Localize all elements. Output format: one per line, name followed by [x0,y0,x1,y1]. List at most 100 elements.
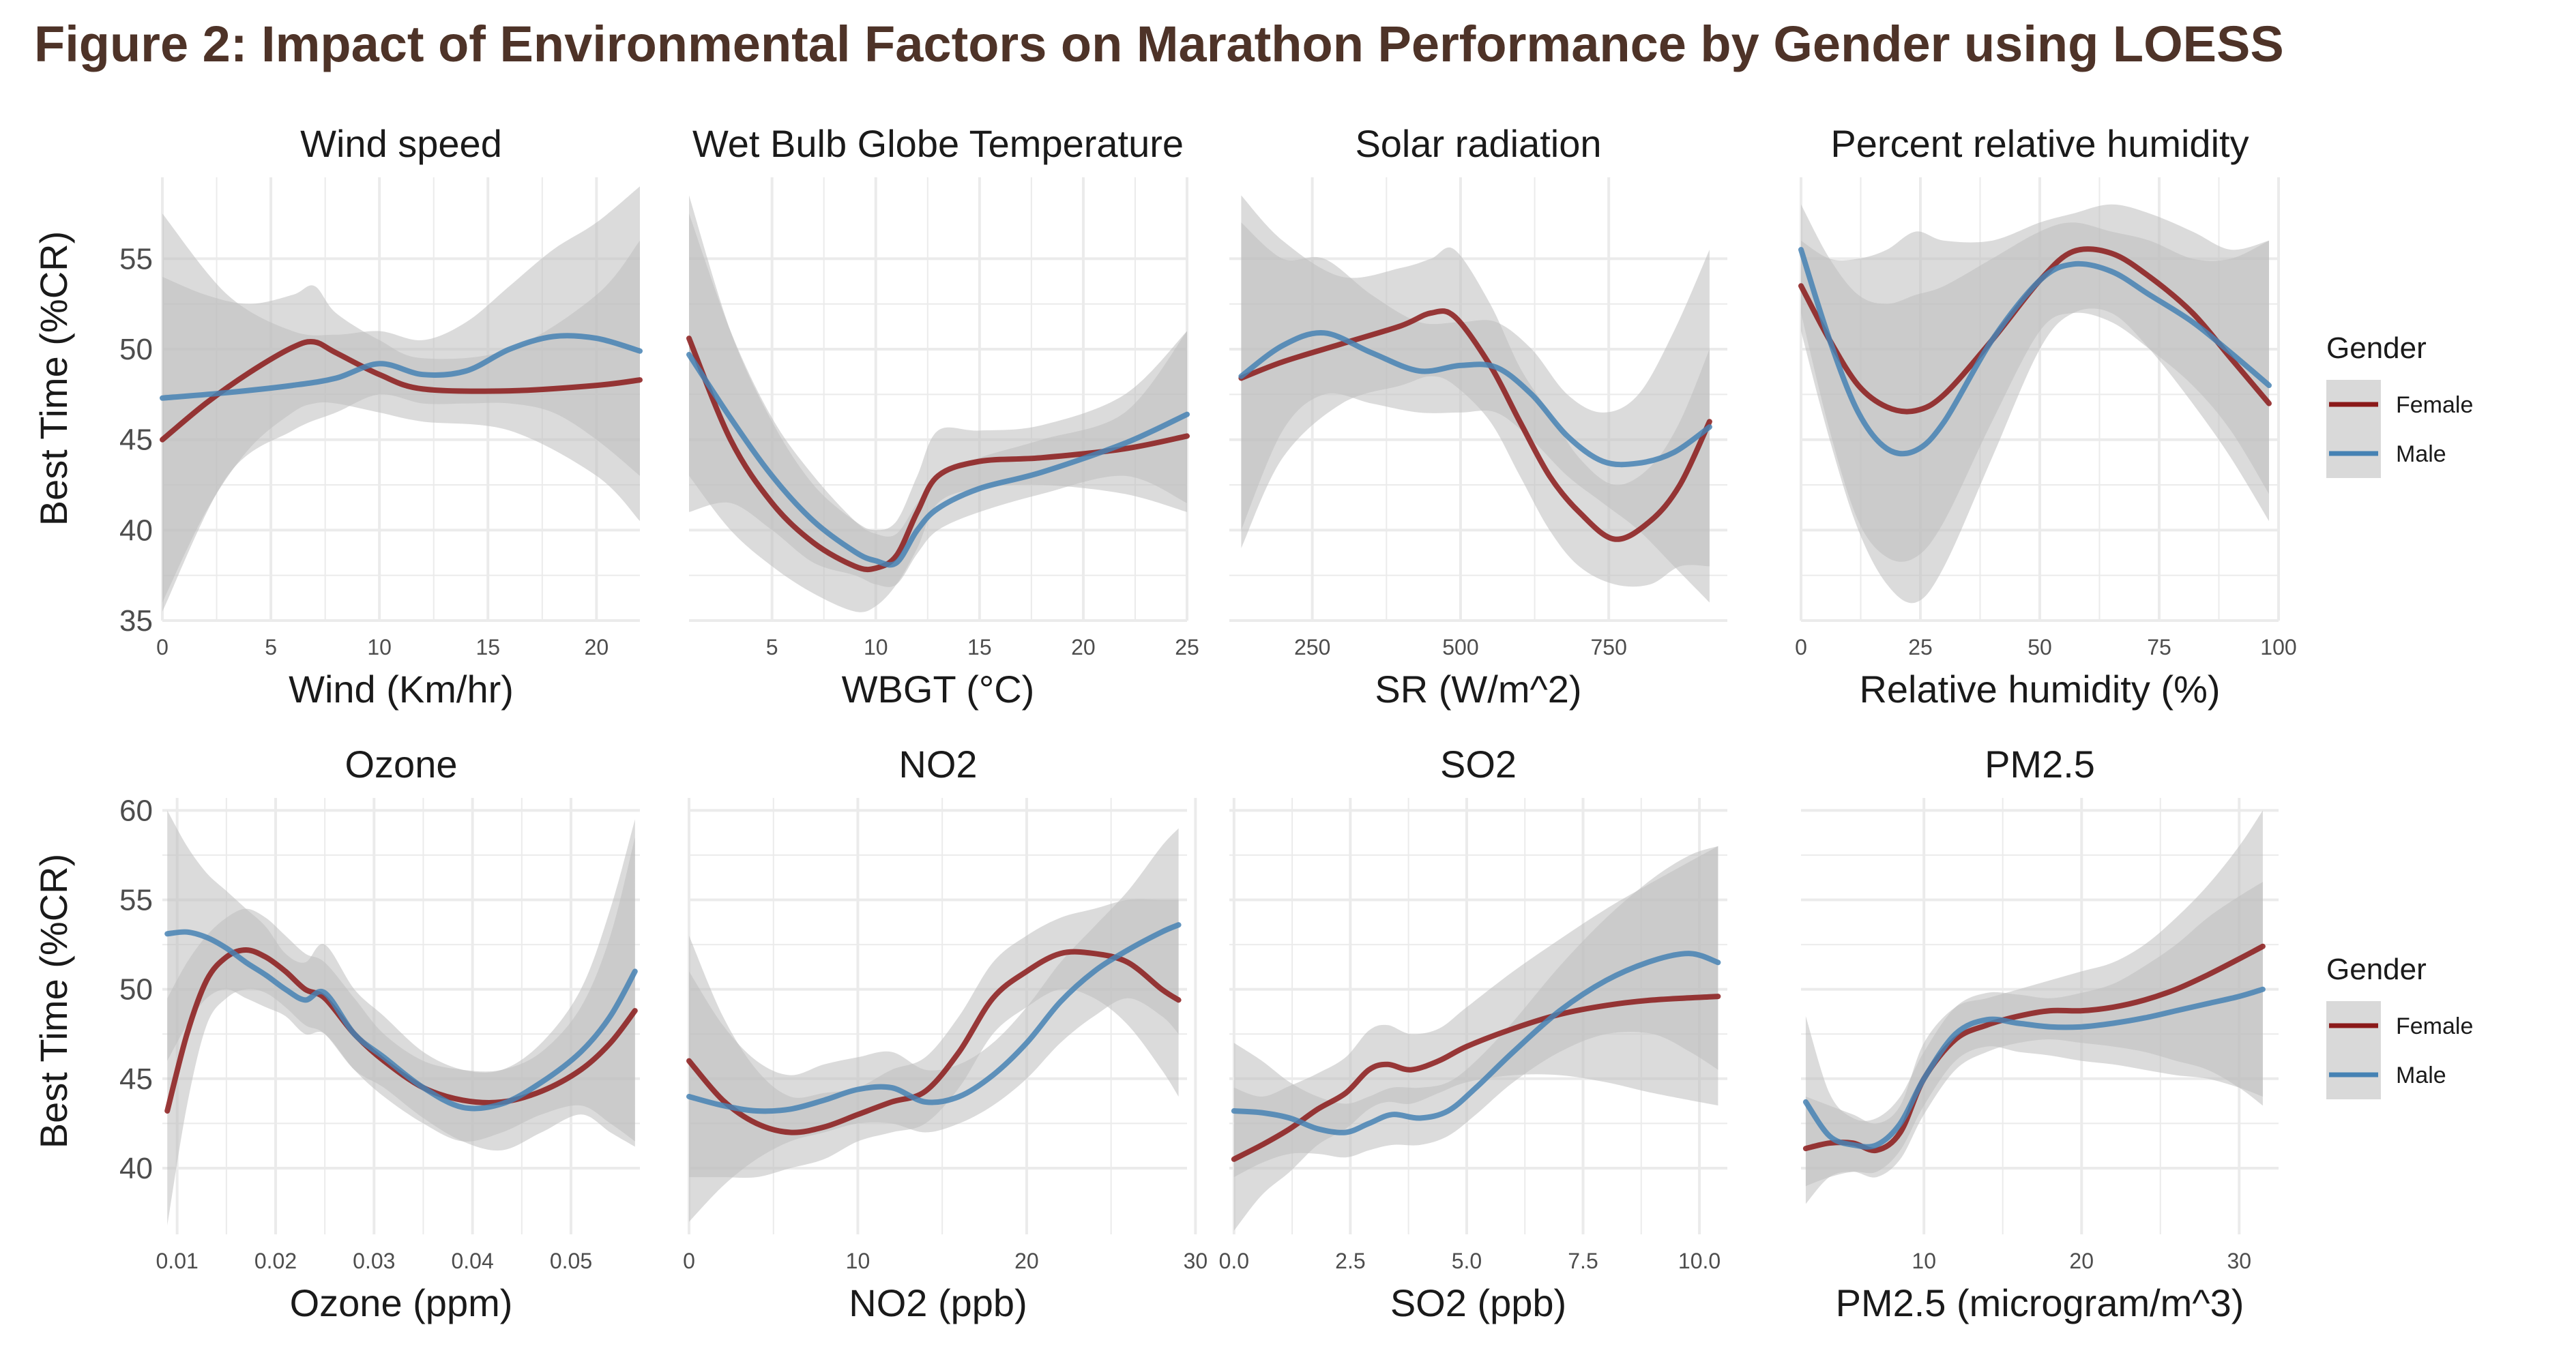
x-tick-label: 0.04 [451,1249,493,1273]
y-tick-label: 60 [119,794,153,827]
loess-line-male [686,922,1182,1114]
x-tick-label: 25 [1175,635,1199,659]
loess-line-female [160,339,643,443]
panel-title: Percent relative humidity [1830,122,2249,165]
y-tick-label: 50 [119,973,153,1007]
y-axis-label-top: Best Time (%CR) [32,231,75,526]
loess-line-male [1798,247,2272,457]
legend-top: Gender Female Male [2326,331,2473,478]
confidence-band-female [167,837,635,1225]
panel-ozone: Ozone 0.01 0.02 0.03 0.04 0.05 Ozone (ppm) 40 45… [119,743,640,1324]
y-tick-label: 55 [119,242,153,276]
legend-label-male: Male [2396,441,2446,467]
x-tick-label: 30 [1184,1249,1208,1273]
x-tick-label: 20 [1071,635,1096,659]
x-tick-label: 20 [585,635,609,659]
x-tick-label: 100 [2260,635,2296,659]
x-axis-label: SR (W/m^2) [1375,668,1581,711]
loess-line-female [1802,943,2266,1154]
x-tick-label: 0.03 [353,1249,395,1273]
panel-title: Wet Bulb Globe Temperature [692,122,1184,165]
loess-line-male [1238,330,1712,468]
x-tick-label: 0 [156,635,169,659]
x-tick-label: 0.02 [254,1249,297,1273]
loess-line-female [686,336,1190,573]
x-tick-label: 5 [766,635,778,659]
panel-wind-speed: Wind speed 0 5 10 15 20 Wind (Km/hr) 35 40 45 50 55 [119,122,643,711]
x-tick-label: 5 [265,635,277,659]
x-tick-label: 0.05 [550,1249,592,1273]
panel-title: Wind speed [300,122,502,165]
legend-label-female: Female [2396,392,2473,418]
x-tick-label: 20 [2069,1249,2094,1273]
panel-title: PM2.5 [1985,743,2095,786]
x-tick-label: 250 [1294,635,1330,659]
x-axis-label: NO2 (ppb) [849,1281,1027,1324]
x-tick-label: 30 [2227,1249,2251,1273]
confidence-band-male [162,186,640,612]
confidence-band-male [167,810,635,1142]
x-tick-label: 20 [1014,1249,1039,1273]
legend-label-male: Male [2396,1062,2446,1088]
x-tick-label: 0 [1795,635,1807,659]
x-tick-label: 500 [1442,635,1478,659]
x-tick-label: 0.01 [156,1249,199,1273]
loess-line-female [686,949,1182,1135]
loess-line-male [1231,951,1721,1135]
loess-line-female [1238,308,1712,542]
loess-line-male [164,929,638,1112]
confidence-band-male [1241,222,1710,603]
x-axis-label: Wind (Km/hr) [289,668,514,711]
x-tick-label: 2.5 [1335,1249,1365,1273]
x-tick-label: 10 [846,1249,870,1273]
figure-title: Figure 2: Impact of Environmental Factor… [34,16,2284,72]
confidence-band-male [1233,846,1718,1178]
x-tick-label: 10 [1912,1249,1936,1273]
x-tick-label: 15 [967,635,992,659]
legend-bottom: Gender Female Male [2326,953,2473,1099]
x-tick-label: 75 [2147,635,2171,659]
confidence-band-male [689,828,1179,1222]
x-axis-label: PM2.5 (microgram/m^3) [1836,1281,2244,1324]
x-tick-label: 10 [864,635,888,659]
panel-no2: NO2 0 10 20 30 NO2 (ppb) [683,743,1208,1324]
x-tick-label: 5.0 [1452,1249,1482,1273]
x-tick-label: 7.5 [1568,1249,1598,1273]
x-axis-label: Relative humidity (%) [1859,668,2220,711]
x-tick-label: 25 [1908,635,1933,659]
x-tick-label: 0 [683,1249,695,1273]
x-axis-label: Ozone (ppm) [290,1281,513,1324]
y-tick-label: 40 [119,1152,153,1185]
y-tick-label: 45 [119,1062,153,1096]
x-tick-label: 15 [475,635,500,659]
panel-so2: SO2 0.0 2.5 5.0 7.5 10.0 SO2 (ppb) [1219,743,1727,1324]
legend-title: Gender [2326,331,2427,365]
panel-solar-radiation: Solar radiation 250 500 750 SR (W/m^2) [1229,122,1727,711]
y-tick-label: 35 [119,604,153,638]
x-tick-label: 50 [2028,635,2052,659]
x-axis-label: SO2 (ppb) [1390,1281,1566,1324]
loess-line-male [160,333,643,401]
panel-wet-bulb-globe-temperature: Wet Bulb Globe Temperature 5 10 15 20 25 WBGT … [686,122,1199,711]
confidence-band-male [689,213,1187,587]
confidence-band-male [1805,882,2263,1187]
x-tick-label: 0.0 [1219,1249,1249,1273]
legend-title: Gender [2326,953,2427,986]
loess-line-male [1802,986,2266,1150]
x-tick-label: 750 [1590,635,1626,659]
panel-percent-relative-humidity: Percent relative humidity 0 25 50 75 100 Relat… [1795,122,2297,711]
panel-pm2-5: PM2.5 10 20 30 PM2.5 (microgram/m^3) [1801,743,2279,1324]
x-tick-label: 10.0 [1678,1249,1721,1273]
y-tick-label: 50 [119,333,153,366]
y-tick-label: 40 [119,514,153,547]
y-tick-label: 55 [119,884,153,917]
loess-line-male [686,352,1190,568]
legend-label-female: Female [2396,1013,2473,1039]
panel-title: NO2 [898,743,977,786]
y-axis-label-bottom: Best Time (%CR) [32,854,75,1149]
panel-title: Solar radiation [1355,122,1601,165]
y-tick-label: 45 [119,423,153,457]
panel-title: Ozone [345,743,458,786]
x-tick-label: 10 [367,635,392,659]
